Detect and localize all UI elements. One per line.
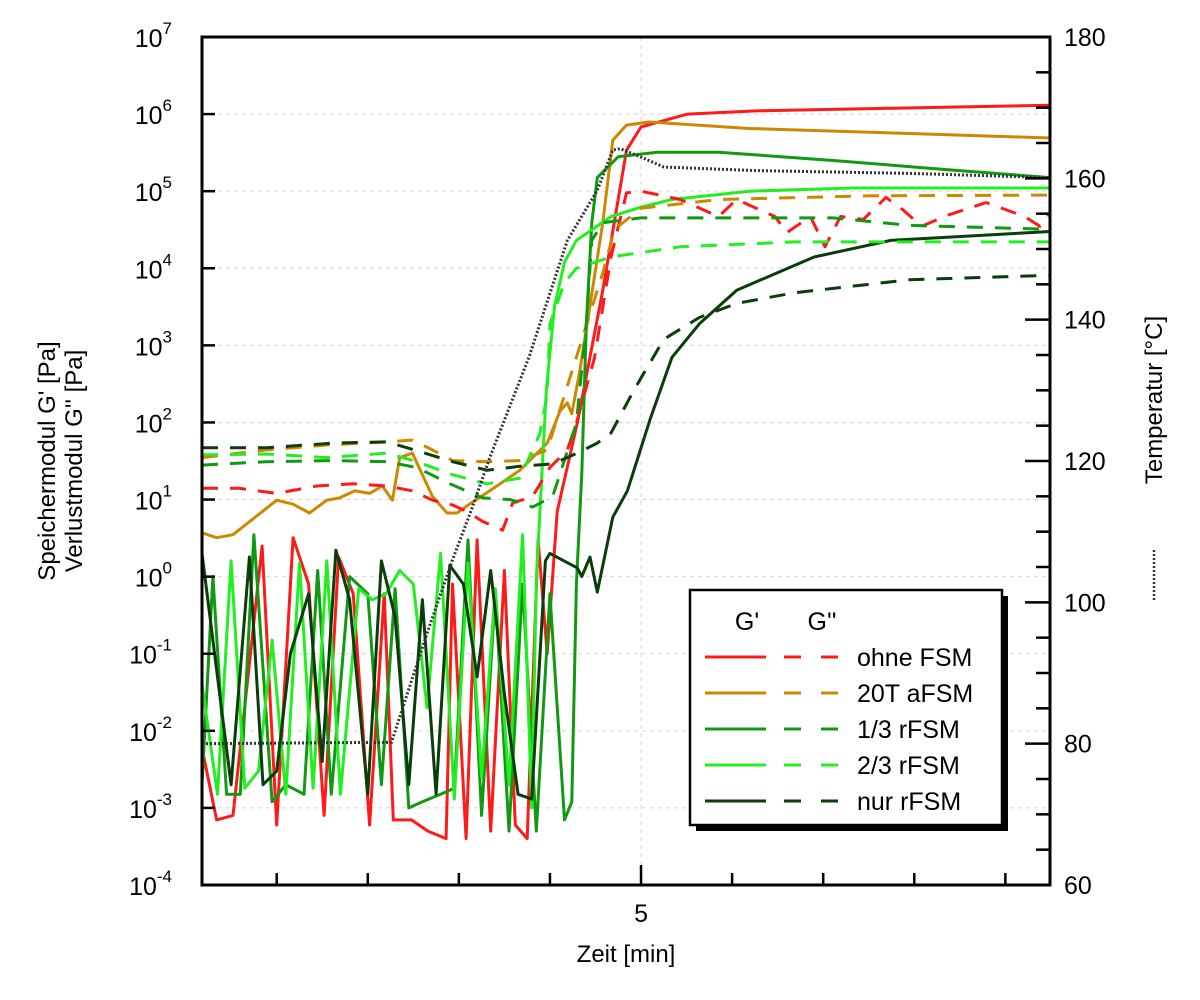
legend-header-storage: G' (735, 608, 759, 636)
y-tick-label: 100 (135, 559, 172, 593)
legend: G' G'' ohne FSM 20T aFSM 1/3 rFSM 2/3 rFSM nur… (688, 588, 1008, 831)
loss-modulus-line-nur-rfsm (202, 273, 1051, 472)
y-tick-label: 101 (135, 482, 172, 516)
legend-entry-label: nur rFSM (857, 788, 961, 816)
y2-tick-label: 100 (1064, 589, 1106, 617)
y-tick-exponent: 5 (163, 173, 172, 192)
axes: 510-410-310-210-110010110210310410510610… (129, 19, 1106, 928)
x-tick-label: 5 (634, 900, 648, 928)
legend-entry-label: 2/3 rFSM (857, 752, 960, 780)
y2-tick-label: 160 (1064, 165, 1106, 193)
y-tick-label: 10-4 (129, 867, 172, 901)
y-tick-label: 102 (135, 404, 172, 438)
y-tick-exponent: -2 (157, 713, 172, 732)
loss-modulus-line-2-3-rfsm (201, 240, 1050, 486)
y-tick-label: 105 (135, 173, 172, 207)
legend-header-loss: G'' (808, 608, 837, 636)
loss-modulus-line-1-3-rfsm (201, 216, 1051, 509)
y2-tick-label: 120 (1064, 448, 1106, 476)
y2-tick-label: 80 (1064, 731, 1092, 759)
y-tick-label: 10-1 (129, 636, 172, 670)
storage-modulus-line-20t-afsm (201, 120, 1051, 540)
y-tick-label: 106 (135, 96, 172, 130)
y-axis-title-storage: Speichermodul G' [Pa] (34, 341, 61, 580)
loss-modulus-line-ohne-fsm (202, 189, 1052, 532)
y-tick-label: 10-3 (129, 790, 172, 824)
y-tick-label: 107 (135, 19, 172, 53)
y2-tick-label: 180 (1064, 24, 1106, 52)
y-tick-exponent: 3 (163, 327, 172, 346)
series-layer (200, 103, 1052, 841)
legend-box (688, 588, 1004, 827)
y-tick-exponent: 7 (163, 19, 172, 38)
storage-modulus-line-2-3-rfsm (200, 186, 1050, 810)
y2-axis-title: Temperatur [°C] (1141, 316, 1168, 484)
y2-tick-label: 140 (1064, 307, 1106, 335)
y-tick-exponent: -1 (157, 636, 172, 655)
y-tick-exponent: 0 (163, 559, 172, 578)
loss-modulus-line-20t-afsm (201, 193, 1051, 464)
y-tick-exponent: -4 (157, 867, 172, 886)
y-tick-exponent: 4 (163, 250, 172, 269)
y-tick-exponent: 6 (163, 96, 172, 115)
y-tick-label: 103 (135, 327, 172, 361)
legend-entry-label: 20T aFSM (857, 680, 973, 708)
y-axis-title-loss: Verlustmodul G'' [Pa] (61, 350, 88, 573)
y2-tick-label: 60 (1064, 872, 1092, 900)
y-tick-exponent: 2 (163, 404, 172, 423)
legend-entry-label: 1/3 rFSM (857, 716, 960, 744)
y-tick-exponent: 1 (163, 482, 172, 501)
legend-entry-label: ohne FSM (857, 644, 972, 672)
y-tick-exponent: -3 (157, 790, 172, 809)
y-tick-label: 10-2 (129, 713, 172, 747)
y-tick-label: 104 (135, 250, 172, 284)
x-axis-title: Zeit [min] (577, 941, 676, 968)
storage-modulus-line-nur-rfsm (200, 230, 1051, 801)
